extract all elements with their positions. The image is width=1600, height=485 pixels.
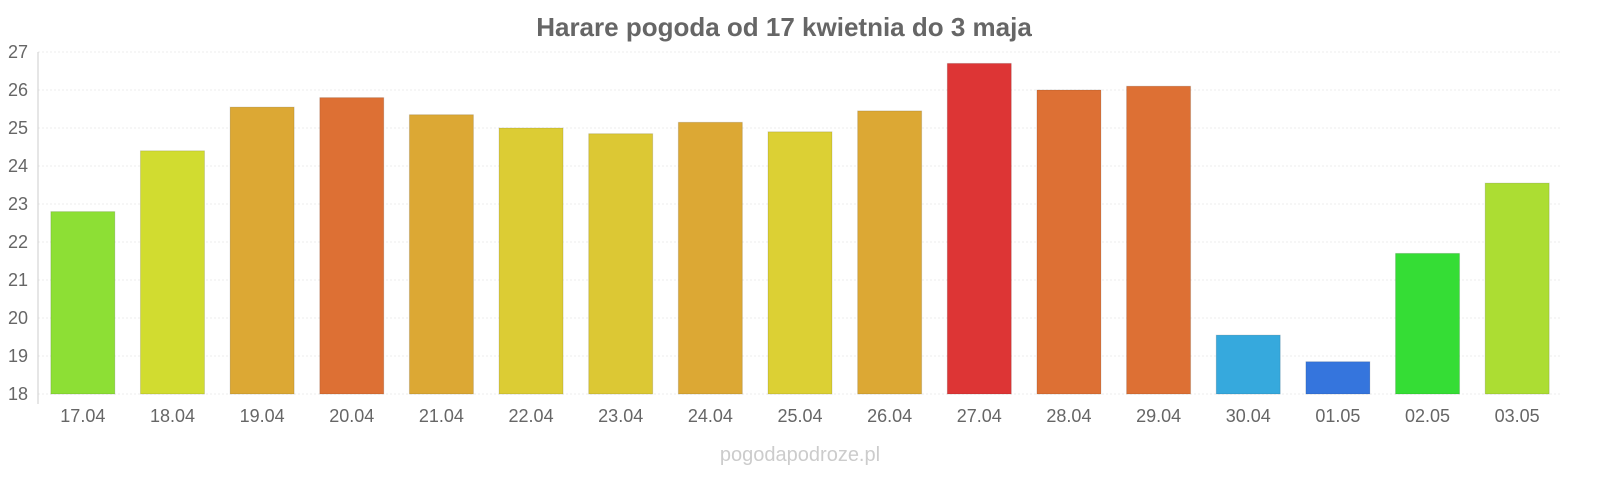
x-tick-label: 17.04 (60, 406, 105, 426)
bar-25.04[interactable] (767, 131, 833, 395)
x-tick-label: 21.04 (419, 406, 464, 426)
y-tick-label: 21 (8, 270, 28, 290)
watermark: pogodapodroze.pl (720, 444, 880, 466)
x-tick-label: 27.04 (957, 406, 1002, 426)
bar-17.04[interactable] (50, 211, 116, 395)
bar-02.05[interactable] (1395, 252, 1461, 395)
bar-26.04[interactable] (857, 110, 923, 395)
bar-28.04[interactable] (1036, 89, 1102, 395)
y-tick-label: 27 (8, 42, 28, 62)
bar-27.04[interactable] (946, 62, 1012, 395)
x-tick-label: 26.04 (867, 406, 912, 426)
x-tick-label: 30.04 (1226, 406, 1271, 426)
y-tick-label: 23 (8, 194, 28, 214)
x-tick-label: 18.04 (150, 406, 195, 426)
x-tick-label: 01.05 (1315, 406, 1360, 426)
x-tick-label: 02.05 (1405, 406, 1450, 426)
x-tick-label: 19.04 (240, 406, 285, 426)
bar-29.04[interactable] (1126, 85, 1192, 395)
bar-01.05[interactable] (1305, 361, 1371, 395)
y-tick-label: 24 (8, 156, 28, 176)
y-tick-label: 20 (8, 308, 28, 328)
bar-22.04[interactable] (498, 127, 564, 395)
bar-18.04[interactable] (139, 150, 205, 395)
y-tick-label: 26 (8, 80, 28, 100)
bar-20.04[interactable] (319, 97, 385, 395)
y-tick-label: 19 (8, 346, 28, 366)
x-tick-label: 23.04 (598, 406, 643, 426)
x-tick-label: 29.04 (1136, 406, 1181, 426)
bar-30.04[interactable] (1215, 334, 1281, 395)
x-tick-label: 20.04 (329, 406, 374, 426)
y-tick-label: 22 (8, 232, 28, 252)
bar-03.05[interactable] (1484, 182, 1550, 395)
x-tick-label: 22.04 (509, 406, 554, 426)
bar-21.04[interactable] (408, 114, 474, 395)
bar-19.04[interactable] (229, 106, 295, 395)
bar-24.04[interactable] (677, 121, 743, 395)
x-tick-label: 03.05 (1495, 406, 1540, 426)
x-tick-label: 24.04 (688, 406, 733, 426)
x-tick-label: 28.04 (1046, 406, 1091, 426)
y-tick-label: 18 (8, 384, 28, 404)
bar-23.04[interactable] (588, 133, 654, 395)
x-tick-label: 25.04 (777, 406, 822, 426)
y-tick-label: 25 (8, 118, 28, 138)
chart-title: Harare pogoda od 17 kwietnia do 3 maja (536, 12, 1032, 42)
